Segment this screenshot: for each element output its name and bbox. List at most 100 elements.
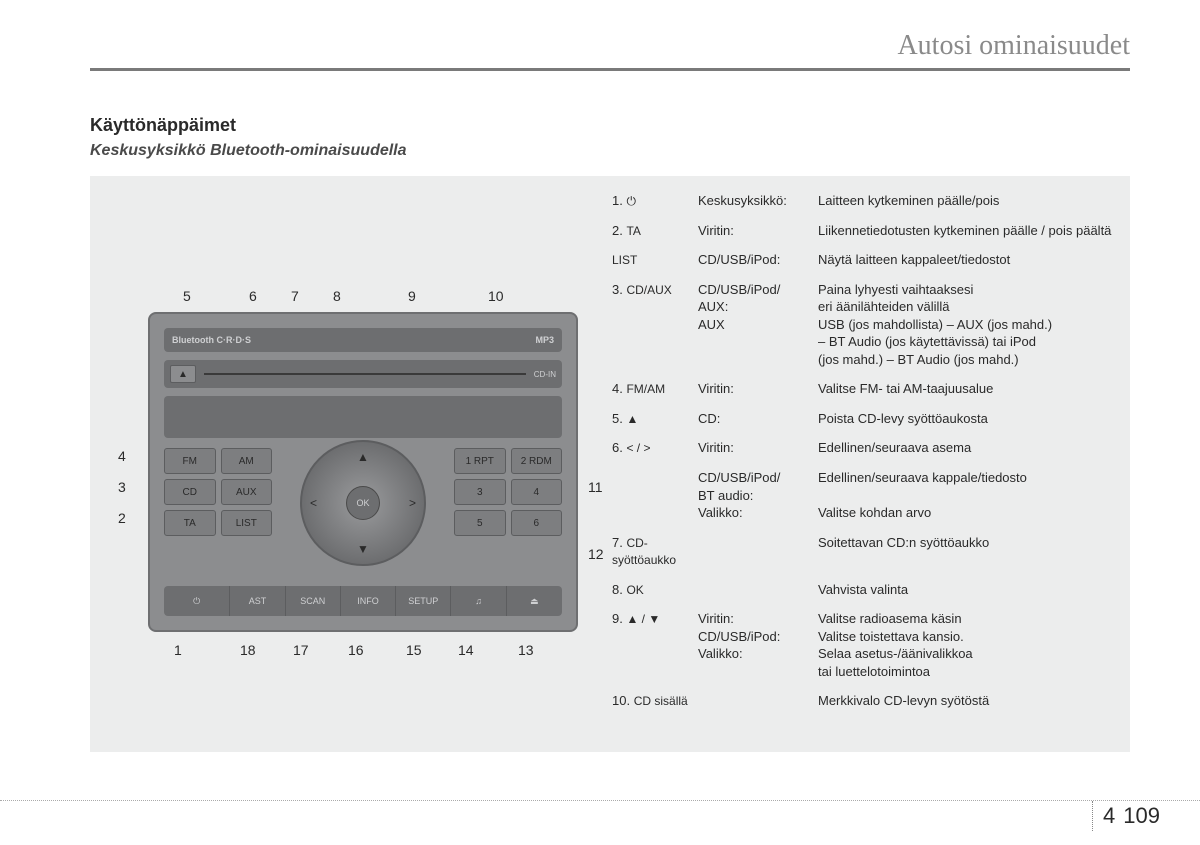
- legend-context: Viritin:: [698, 380, 818, 398]
- legend-context: CD/USB/iPod/ AUX: AUX: [698, 281, 818, 369]
- callout-7: 7: [291, 288, 299, 304]
- callout-9: 9: [408, 288, 416, 304]
- callout-8: 8: [333, 288, 341, 304]
- cd-button[interactable]: CD: [164, 479, 216, 505]
- radio-display: [164, 396, 562, 438]
- preset-6[interactable]: 6: [511, 510, 563, 536]
- legend-context: Keskusyksikkö:: [698, 192, 818, 210]
- arrow-down-icon[interactable]: ▼: [357, 542, 369, 556]
- page: Autosi ominaisuudet Käyttönäppäimet Kesk…: [90, 30, 1130, 795]
- ok-button[interactable]: OK: [346, 486, 380, 520]
- legend-desc: Laitteen kytkeminen päälle/pois: [818, 192, 1112, 210]
- legend-key: 5. ▲: [612, 410, 698, 428]
- legend-desc: Paina lyhyesti vaihtaaksesi eri ääniläht…: [818, 281, 1112, 369]
- callout-12: 12: [588, 546, 604, 562]
- preset-4[interactable]: 4: [511, 479, 563, 505]
- legend-desc: Valitse FM- tai AM-taajuusalue: [818, 380, 1112, 398]
- legend-key: 10. CD sisällä: [612, 692, 698, 710]
- legend-desc: Merkkivalo CD-levyn syötöstä: [818, 692, 1112, 710]
- legend-key: 4. FM/AM: [612, 380, 698, 398]
- callout-16: 16: [348, 642, 364, 658]
- legend-context: Viritin:: [698, 222, 818, 240]
- legend-context: [698, 534, 818, 569]
- legend-key: 2. TA: [612, 222, 698, 240]
- am-button[interactable]: AM: [221, 448, 273, 474]
- legend-row: 4. FM/AMViritin:Valitse FM- tai AM-taaju…: [612, 380, 1112, 398]
- callout-18: 18: [240, 642, 256, 658]
- callout-14: 14: [458, 642, 474, 658]
- legend-row: 2. TAViritin:Liikennetiedotusten kytkemi…: [612, 222, 1112, 240]
- legend-key: [612, 469, 698, 522]
- left-button-block: FM AM CD AUX TA LIST: [164, 448, 272, 536]
- scan-button[interactable]: SCAN: [286, 586, 341, 616]
- page-footer: 4 109: [1092, 801, 1160, 831]
- mp3-label: MP3: [535, 335, 554, 345]
- cd-in-label: CD-IN: [534, 370, 556, 379]
- content-box: 5 6 7 8 9 10 4 3 2 11 12 1 18 17 16 15 1…: [90, 176, 1130, 752]
- radio-illustration: 5 6 7 8 9 10 4 3 2 11 12 1 18 17 16 15 1…: [108, 192, 588, 722]
- legend-key: 1. ⏻: [612, 192, 698, 210]
- fm-button[interactable]: FM: [164, 448, 216, 474]
- footer-chapter: 4: [1103, 803, 1115, 829]
- legend-key: 3. CD/AUX: [612, 281, 698, 369]
- preset-1[interactable]: 1 RPT: [454, 448, 506, 474]
- callout-13: 13: [518, 642, 534, 658]
- section-title: Käyttönäppäimet: [90, 115, 1130, 136]
- arrow-right-icon[interactable]: >: [409, 496, 416, 510]
- ta-button[interactable]: TA: [164, 510, 216, 536]
- arrow-left-icon[interactable]: <: [310, 496, 317, 510]
- legend-key: LIST: [612, 251, 698, 269]
- preset-5[interactable]: 5: [454, 510, 506, 536]
- callout-4: 4: [118, 448, 126, 464]
- list-button[interactable]: LIST: [221, 510, 273, 536]
- legend-row: 6. < / >Viritin:Edellinen/seuraava asema: [612, 439, 1112, 457]
- legend-key: 7. CD-syöttöaukko: [612, 534, 698, 569]
- bluetooth-label: Bluetooth C·R·D·S: [172, 335, 251, 345]
- callout-5: 5: [183, 288, 191, 304]
- power-button[interactable]: ⏻: [164, 586, 230, 616]
- legend-row: 7. CD-syöttöaukko Soitettavan CD:n syöttö…: [612, 534, 1112, 569]
- setup-button[interactable]: SETUP: [396, 586, 451, 616]
- radio-top-strip: Bluetooth C·R·D·S MP3: [164, 328, 562, 352]
- sub-title: Keskusyksikkö Bluetooth-ominaisuudella: [90, 142, 1130, 160]
- callout-1: 1: [174, 642, 182, 658]
- legend-desc: Näytä laitteen kappaleet/tiedostot: [818, 251, 1112, 269]
- callout-15: 15: [406, 642, 422, 658]
- legend-desc: Vahvista valinta: [818, 581, 1112, 599]
- legend-context: Viritin:: [698, 439, 818, 457]
- callout-11: 11: [588, 479, 603, 495]
- control-wheel[interactable]: ▲ ▼ < > OK: [300, 440, 426, 566]
- legend-desc: Soitettavan CD:n syöttöaukko: [818, 534, 1112, 569]
- legend-key: 6. < / >: [612, 439, 698, 457]
- legend-row: 10. CD sisällä Merkkivalo CD-levyn syötös…: [612, 692, 1112, 710]
- legend-row: 3. CD/AUXCD/USB/iPod/ AUX: AUXPaina lyhy…: [612, 281, 1112, 369]
- legend: 1. ⏻Keskusyksikkö:Laitteen kytkeminen pä…: [612, 192, 1112, 722]
- legend-context: Viritin: CD/USB/iPod: Valikko:: [698, 610, 818, 680]
- eject2-button[interactable]: ⏏: [507, 586, 562, 616]
- chapter-title-text: Autosi ominaisuudet: [897, 30, 1130, 61]
- preset-2[interactable]: 2 RDM: [511, 448, 563, 474]
- callout-2: 2: [118, 510, 126, 526]
- info-button[interactable]: INFO: [341, 586, 396, 616]
- legend-desc: Liikennetiedotusten kytkeminen päälle / …: [818, 222, 1112, 240]
- callout-3: 3: [118, 479, 126, 495]
- callout-10: 10: [488, 288, 504, 304]
- right-button-block: 1 RPT 2 RDM 3 4 5 6: [454, 448, 562, 536]
- chapter-title: Autosi ominaisuudet: [90, 30, 1130, 71]
- aux-button[interactable]: AUX: [221, 479, 273, 505]
- cd-slot-line: [204, 373, 526, 375]
- legend-desc: Edellinen/seuraava asema: [818, 439, 1112, 457]
- footer-dots: [0, 800, 1200, 801]
- callout-6: 6: [249, 288, 257, 304]
- legend-desc: Valitse radioasema käsin Valitse toistet…: [818, 610, 1112, 680]
- bottom-row: ⏻ AST SCAN INFO SETUP ♫ ⏏: [164, 586, 562, 616]
- eject-button[interactable]: ▲: [170, 365, 196, 383]
- legend-row: 5. ▲CD:Poista CD-levy syöttöaukosta: [612, 410, 1112, 428]
- callout-17: 17: [293, 642, 309, 658]
- cd-slot: ▲ CD-IN: [164, 360, 562, 388]
- ast-button[interactable]: AST: [230, 586, 285, 616]
- arrow-up-icon[interactable]: ▲: [357, 450, 369, 464]
- music-button[interactable]: ♫: [451, 586, 506, 616]
- preset-3[interactable]: 3: [454, 479, 506, 505]
- footer-page: 109: [1123, 803, 1160, 829]
